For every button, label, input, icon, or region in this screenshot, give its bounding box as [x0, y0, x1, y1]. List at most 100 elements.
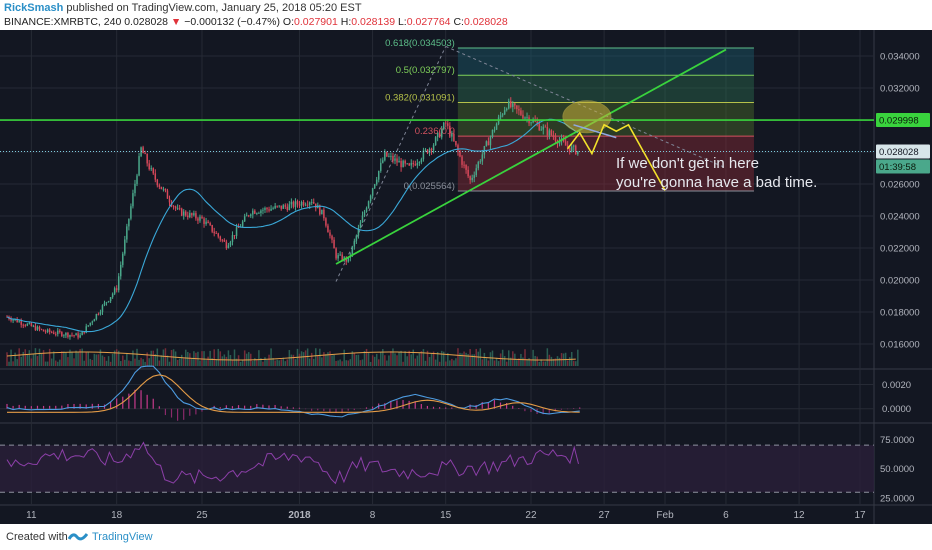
candle — [276, 205, 278, 207]
chart-background — [0, 30, 932, 524]
volume-bar — [199, 360, 201, 366]
volume-bar — [97, 354, 100, 366]
volume-bar — [237, 355, 240, 366]
volume-bar — [146, 352, 148, 366]
volume-bar — [154, 354, 157, 366]
candle — [369, 195, 372, 202]
volume-bar — [109, 361, 112, 366]
candle — [156, 179, 159, 186]
candle — [256, 213, 258, 214]
volume-bar — [28, 350, 31, 366]
candle — [122, 253, 124, 265]
candle — [410, 163, 412, 166]
candle — [400, 160, 402, 168]
candle — [28, 323, 31, 324]
volume-bar — [317, 355, 319, 366]
candle — [457, 145, 459, 152]
volume-bar — [36, 356, 39, 366]
candle — [566, 145, 569, 148]
author-name[interactable]: RickSmash — [4, 2, 64, 14]
fib-zone — [457, 75, 754, 103]
volume-bar — [386, 360, 388, 366]
volume-bar — [469, 349, 471, 366]
candle — [152, 168, 155, 174]
volume-bar — [510, 357, 512, 366]
candle — [185, 211, 187, 216]
volume-bar — [371, 355, 374, 366]
created-with-text: Created with — [6, 531, 68, 543]
volume-bar — [272, 358, 274, 366]
volume-bar — [363, 350, 366, 366]
volume-bar — [528, 358, 530, 366]
volume-bar — [156, 348, 159, 366]
moving-average-line — [6, 118, 579, 333]
volume-bar — [52, 351, 55, 366]
volume-bar — [8, 361, 10, 366]
volume-bar — [191, 358, 193, 366]
tradingview-logo-icon — [68, 533, 88, 541]
volume-bar — [18, 348, 20, 366]
candle — [199, 216, 201, 221]
volume-bar — [400, 350, 402, 366]
candle — [540, 129, 542, 131]
projection-path — [566, 123, 666, 191]
candle — [34, 325, 37, 331]
candle — [274, 205, 276, 209]
candle — [377, 170, 380, 180]
volume-bar — [105, 360, 108, 366]
candle — [310, 202, 313, 203]
volume-bar — [304, 350, 307, 366]
candle — [367, 201, 370, 209]
volume-bar — [550, 356, 553, 366]
volume-bar — [418, 353, 421, 366]
volume-bar — [174, 351, 177, 366]
volume-bar — [538, 361, 540, 366]
tradingview-brand[interactable]: TradingView — [92, 531, 153, 543]
volume-bar — [426, 350, 429, 366]
volume-bar — [140, 357, 142, 366]
candle — [465, 164, 467, 170]
volume-bar — [329, 351, 331, 366]
close-value: 0.028028 — [463, 16, 508, 28]
volume-bar — [552, 359, 555, 366]
chart-canvas[interactable]: 11 18 25 2018 8 15 22 27 Feb 6 12 17 0.034000 0.03200… — [0, 30, 932, 524]
candle — [572, 145, 575, 147]
candle — [95, 313, 98, 320]
candle — [69, 334, 71, 337]
candle — [396, 158, 398, 163]
volume-bar — [111, 353, 114, 366]
volume-bar — [44, 361, 47, 366]
volume-bar — [16, 359, 18, 366]
volume-bar — [239, 361, 242, 366]
volume-bar — [351, 351, 354, 366]
x-axis-tick-label: 17 — [854, 510, 866, 521]
candle — [268, 209, 270, 211]
x-axis-tick-label: 15 — [440, 510, 452, 521]
candle — [308, 202, 311, 205]
volume-bar — [323, 352, 325, 366]
candle — [526, 117, 528, 119]
volume-bar — [65, 352, 67, 366]
volume-bar — [162, 349, 165, 366]
volume-bar — [172, 349, 175, 366]
volume-bar — [516, 360, 518, 366]
volume-bar — [514, 353, 516, 366]
footer: Created with TradingView — [0, 524, 932, 550]
projection-arrow — [573, 124, 617, 139]
candle — [300, 201, 303, 206]
candle — [481, 154, 484, 162]
candle — [158, 185, 161, 187]
candle — [507, 101, 510, 109]
volume-bar — [215, 359, 217, 366]
volume-bar — [434, 359, 437, 366]
candle — [144, 153, 146, 155]
volume-bar — [290, 354, 293, 366]
candle — [542, 126, 545, 130]
volume-bar — [14, 352, 16, 366]
volume-bar — [524, 349, 526, 366]
volume-bar — [99, 349, 102, 366]
volume-bar — [87, 351, 90, 366]
volume-bar — [544, 361, 547, 366]
volume-bar — [321, 357, 323, 366]
candle — [164, 188, 167, 191]
